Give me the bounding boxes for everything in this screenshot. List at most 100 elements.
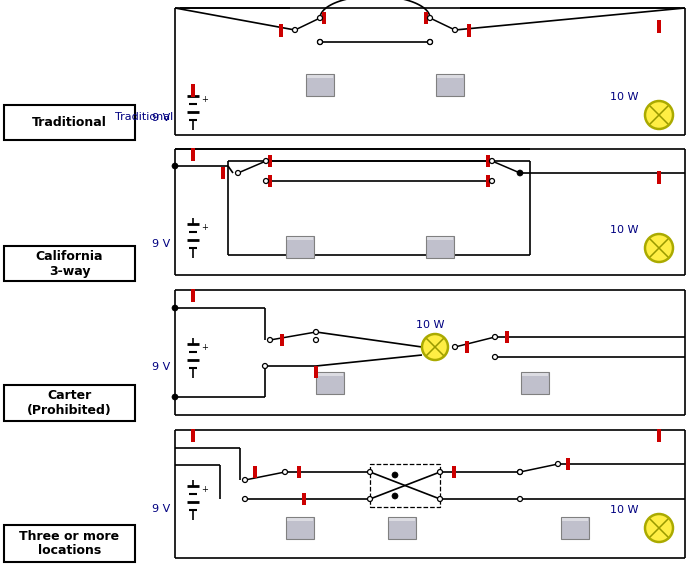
Bar: [302, 493, 306, 505]
Bar: [191, 83, 195, 96]
Circle shape: [493, 334, 498, 340]
Bar: [307, 75, 333, 78]
Bar: [268, 175, 272, 187]
Circle shape: [437, 469, 442, 474]
Circle shape: [318, 39, 322, 45]
Bar: [4, 246, 135, 281]
Text: 9 V: 9 V: [152, 113, 170, 123]
Circle shape: [262, 364, 268, 368]
Text: 10 W: 10 W: [610, 92, 639, 102]
Bar: [657, 20, 661, 33]
Bar: [657, 170, 661, 183]
Circle shape: [517, 170, 523, 176]
Bar: [191, 429, 195, 442]
Circle shape: [428, 39, 432, 45]
Bar: [287, 518, 313, 521]
Bar: [317, 373, 343, 376]
Bar: [427, 237, 453, 240]
Circle shape: [235, 170, 241, 175]
Bar: [316, 372, 344, 394]
Bar: [4, 385, 135, 421]
Bar: [389, 518, 415, 521]
Bar: [486, 155, 490, 167]
Bar: [426, 236, 454, 258]
Text: 9 V: 9 V: [152, 362, 170, 372]
Text: California
3-way: California 3-way: [36, 249, 103, 277]
Bar: [561, 517, 589, 539]
Text: 10 W: 10 W: [610, 225, 639, 235]
Bar: [322, 12, 326, 24]
Circle shape: [268, 337, 273, 342]
Bar: [297, 466, 301, 478]
Bar: [306, 74, 334, 96]
Bar: [436, 74, 464, 96]
Bar: [562, 518, 588, 521]
Text: Traditional: Traditional: [32, 116, 107, 129]
Circle shape: [645, 514, 673, 542]
Bar: [505, 331, 509, 343]
Circle shape: [453, 28, 457, 33]
Text: Traditional: Traditional: [115, 112, 173, 122]
Bar: [424, 12, 428, 24]
Circle shape: [242, 478, 248, 482]
Circle shape: [518, 469, 522, 474]
Bar: [522, 373, 548, 376]
Circle shape: [489, 158, 495, 164]
Circle shape: [453, 345, 457, 350]
Circle shape: [428, 39, 432, 45]
Text: +: +: [201, 484, 208, 494]
Circle shape: [264, 158, 268, 164]
Circle shape: [645, 101, 673, 129]
Bar: [286, 517, 314, 539]
Bar: [467, 24, 471, 37]
Bar: [279, 24, 283, 37]
Bar: [191, 148, 195, 161]
Text: 9 V: 9 V: [152, 239, 170, 249]
Circle shape: [172, 394, 178, 400]
Circle shape: [293, 28, 298, 33]
Bar: [287, 237, 313, 240]
Bar: [657, 429, 661, 442]
Bar: [437, 75, 463, 78]
Text: +: +: [201, 223, 208, 231]
Bar: [370, 464, 440, 507]
Bar: [388, 517, 416, 539]
Bar: [280, 334, 284, 346]
Bar: [253, 466, 257, 478]
Bar: [521, 372, 549, 394]
Circle shape: [264, 178, 268, 183]
Circle shape: [313, 337, 318, 342]
Bar: [268, 155, 272, 167]
Circle shape: [428, 15, 432, 20]
Bar: [486, 175, 490, 187]
Circle shape: [282, 469, 287, 474]
Circle shape: [518, 469, 522, 474]
Bar: [452, 466, 456, 478]
Bar: [465, 341, 469, 353]
Circle shape: [556, 461, 561, 466]
Circle shape: [437, 496, 442, 501]
Circle shape: [242, 496, 248, 501]
Bar: [221, 167, 225, 179]
Circle shape: [392, 493, 398, 499]
Circle shape: [172, 163, 178, 169]
Circle shape: [518, 496, 522, 501]
Bar: [191, 289, 195, 302]
Text: Carter
(Prohibited): Carter (Prohibited): [27, 389, 112, 417]
Circle shape: [318, 39, 322, 45]
Circle shape: [489, 178, 495, 183]
Circle shape: [172, 305, 178, 311]
Circle shape: [367, 496, 372, 501]
Circle shape: [493, 355, 498, 359]
Text: +: +: [201, 342, 208, 351]
Bar: [286, 236, 314, 258]
Bar: [4, 105, 135, 140]
Circle shape: [392, 472, 398, 478]
Text: Three or more
locations: Three or more locations: [19, 530, 120, 557]
Text: +: +: [201, 95, 208, 104]
Text: 9 V: 9 V: [152, 504, 170, 514]
Text: 10 W: 10 W: [416, 320, 444, 330]
Circle shape: [318, 15, 322, 20]
Circle shape: [645, 234, 673, 262]
Circle shape: [313, 329, 318, 334]
